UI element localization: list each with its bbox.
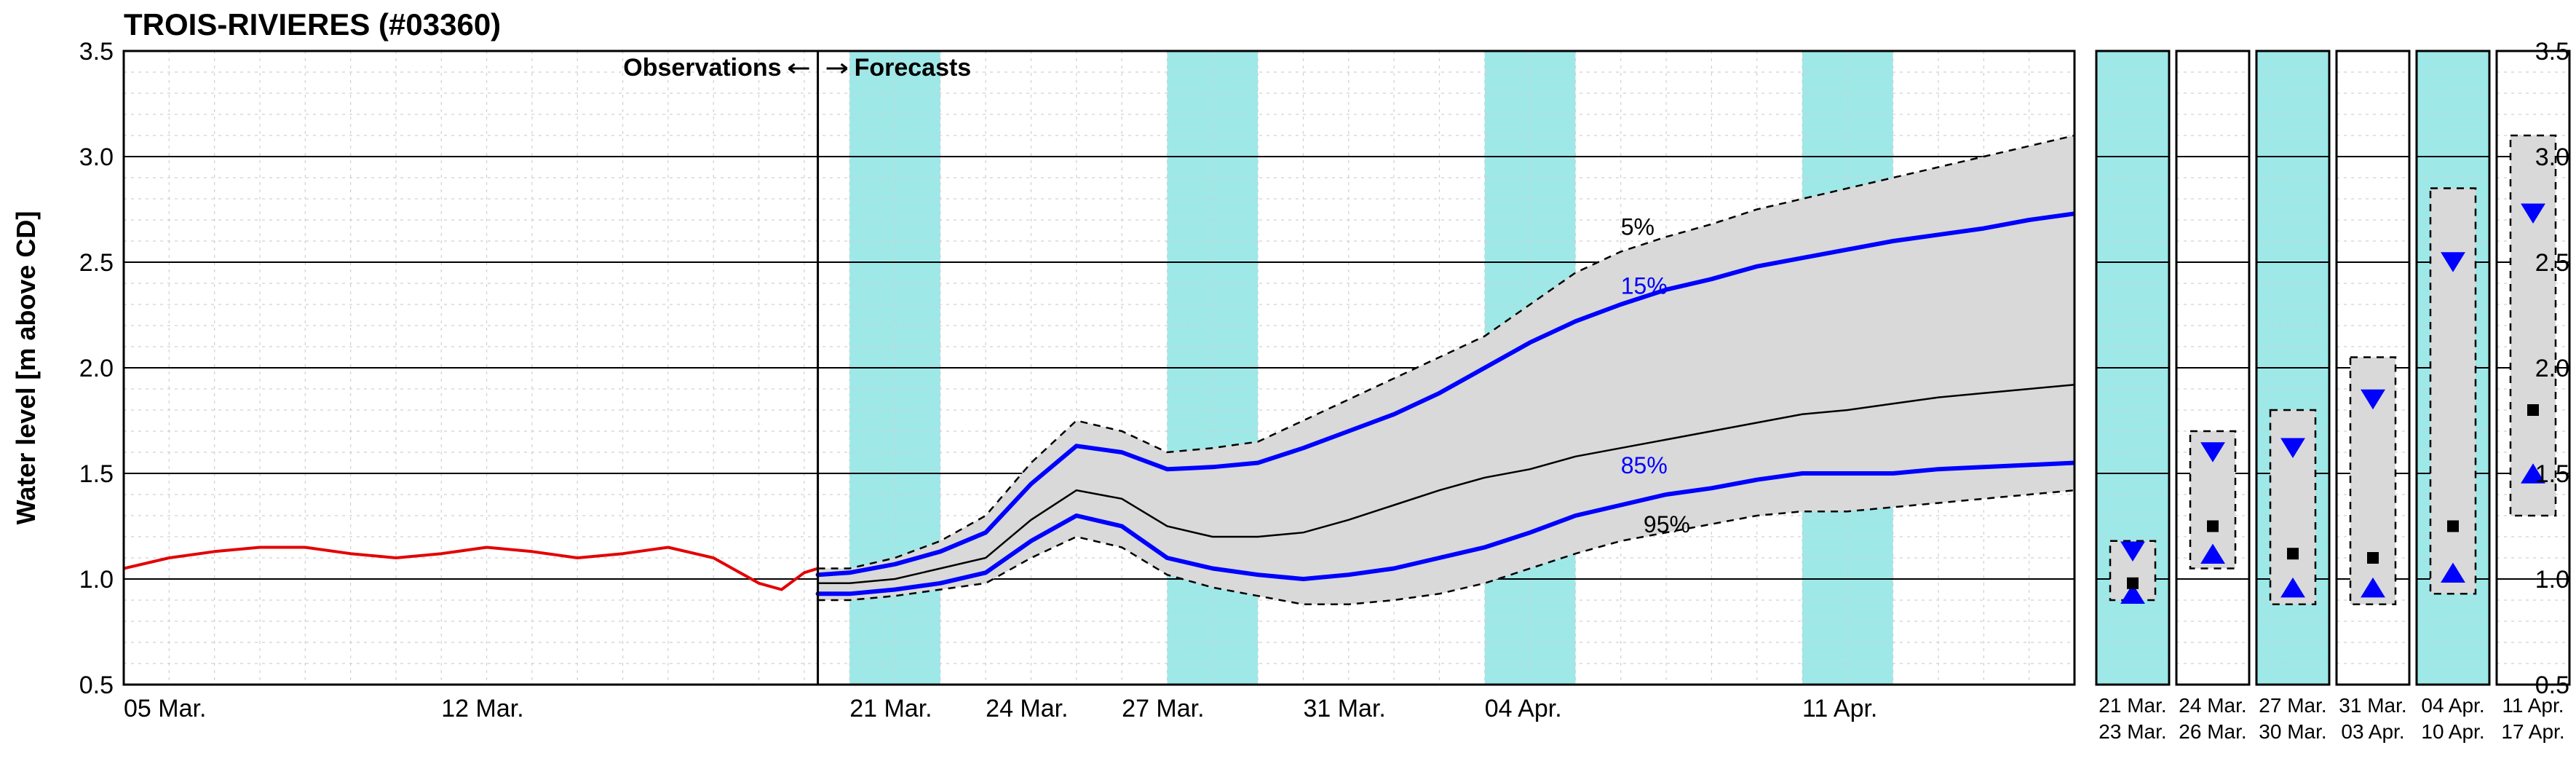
panel-date-end: 10 Apr. <box>2421 720 2484 743</box>
panel-median-marker-square-icon <box>2127 578 2139 589</box>
panel-median-marker-square-icon <box>2367 552 2379 564</box>
y-tick-label-left: 2.0 <box>79 355 114 382</box>
percentile-label: 85% <box>1621 452 1668 478</box>
arrow-left-icon <box>789 64 809 73</box>
x-tick-label: 21 Mar. <box>849 695 932 722</box>
x-tick-label: 05 Mar. <box>124 695 206 722</box>
panel-date-end: 23 Mar. <box>2099 720 2166 743</box>
panel-date-end: 03 Apr. <box>2341 720 2404 743</box>
panel-median-marker-square-icon <box>2287 548 2299 559</box>
panel-median-marker-square-icon <box>2527 404 2539 416</box>
panel-date-start: 24 Mar. <box>2179 694 2246 717</box>
panel-date-end: 17 Apr. <box>2501 720 2564 743</box>
y-tick-label-right: 2.0 <box>2535 355 2569 382</box>
y-tick-label-right: 0.5 <box>2535 671 2569 699</box>
percentile-label: 5% <box>1621 213 1654 240</box>
percentile-label: 95% <box>1644 511 1690 537</box>
panel-date-start: 27 Mar. <box>2259 694 2326 717</box>
panel-date-start: 21 Mar. <box>2099 694 2166 717</box>
y-tick-label-right: 1.0 <box>2535 566 2569 594</box>
y-tick-label-right: 1.5 <box>2535 460 2569 488</box>
y-tick-label-right: 3.0 <box>2535 143 2569 171</box>
forecast-panel: 24 Mar. 26 Mar. <box>2176 51 2249 743</box>
chart-svg: TROIS-RIVIERES (#03360) Water level [m ab… <box>0 0 2576 772</box>
y-tick-label-right: 3.5 <box>2535 38 2569 66</box>
percentile-label: 15% <box>1621 273 1668 299</box>
y-tick-label-right: 2.5 <box>2535 249 2569 277</box>
y-tick-label-left: 0.5 <box>79 671 114 699</box>
y-tick-label-left: 2.5 <box>79 249 114 277</box>
x-tick-label: 11 Apr. <box>1802 695 1877 722</box>
panel-envelope-box <box>2430 189 2476 594</box>
water-level-forecast-chart: { "title": "TROIS-RIVIERES (#03360)", "y… <box>0 0 2576 772</box>
panel-date-start: 04 Apr. <box>2421 694 2484 717</box>
panel-median-marker-square-icon <box>2447 521 2459 532</box>
y-tick-label-left: 3.0 <box>79 143 114 171</box>
observations-label: Observations <box>623 54 781 82</box>
main-plot: Observations Forecasts 5% 15% 85% 95% <box>124 51 2074 685</box>
arrow-right-icon <box>827 64 847 73</box>
forecasts-label: Forecasts <box>855 54 972 82</box>
forecast-panel: 21 Mar. 23 Mar. <box>2096 51 2169 743</box>
forecast-panel: 27 Mar. 30 Mar. <box>2256 51 2329 743</box>
y-tick-label-left: 3.5 <box>79 38 114 66</box>
panel-median-marker-square-icon <box>2207 521 2219 532</box>
panel-date-start: 31 Mar. <box>2339 694 2406 717</box>
y-tick-label-left: 1.5 <box>79 460 114 488</box>
panel-date-end: 26 Mar. <box>2179 720 2246 743</box>
x-tick-label: 04 Apr. <box>1485 695 1562 722</box>
forecast-panel: 04 Apr. 10 Apr. <box>2417 51 2489 743</box>
x-tick-label: 12 Mar. <box>441 695 523 722</box>
panel-envelope-box <box>2510 135 2556 516</box>
x-tick-label: 24 Mar. <box>986 695 1068 722</box>
x-tick-label: 31 Mar. <box>1303 695 1385 722</box>
y-axis-label: Water level [m above CD] <box>11 211 41 525</box>
x-tick-label: 27 Mar. <box>1122 695 1204 722</box>
forecast-panel: 31 Mar. 03 Apr. <box>2337 51 2409 743</box>
y-tick-label-left: 1.0 <box>79 566 114 594</box>
panel-date-end: 30 Mar. <box>2259 720 2326 743</box>
chart-title: TROIS-RIVIERES (#03360) <box>124 7 501 42</box>
